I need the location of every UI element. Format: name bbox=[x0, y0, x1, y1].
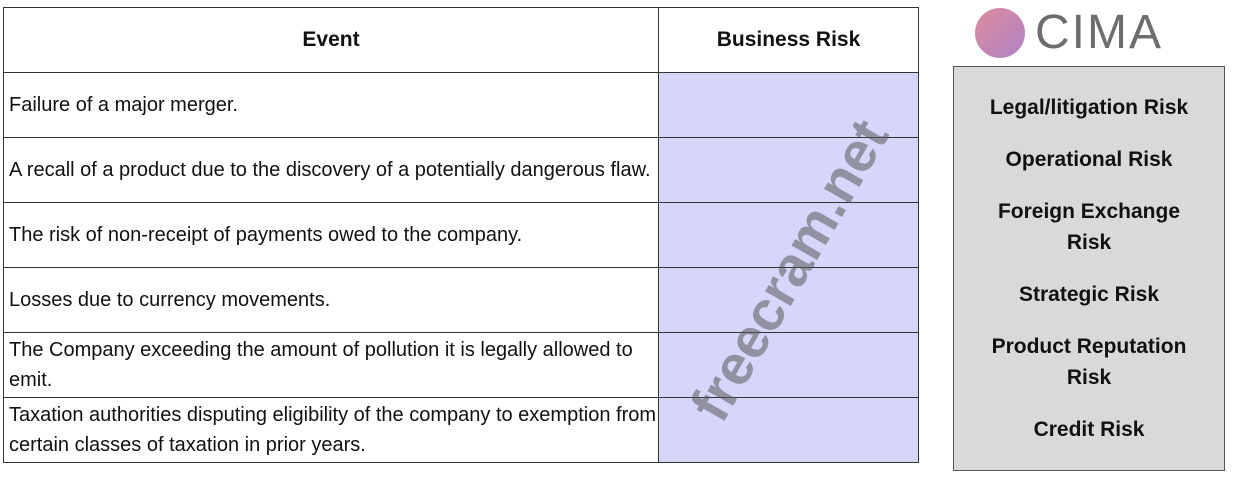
table-row: Losses due to currency movements. bbox=[3, 267, 919, 333]
event-cell: Failure of a major merger. bbox=[3, 72, 659, 138]
matching-table: Event Business Risk Failure of a major m… bbox=[3, 7, 919, 463]
table-row: Failure of a major merger. bbox=[3, 72, 919, 138]
table-row: The risk of non-receipt of payments owed… bbox=[3, 202, 919, 268]
event-cell: The risk of non-receipt of payments owed… bbox=[3, 202, 659, 268]
option-credit-risk[interactable]: Credit Risk bbox=[1033, 418, 1145, 442]
option-foreign-exchange-risk[interactable]: Foreign Exchange Risk bbox=[997, 199, 1181, 254]
risk-drop-zone[interactable] bbox=[658, 137, 919, 203]
option-strategic-risk[interactable]: Strategic Risk bbox=[1018, 283, 1160, 307]
event-cell: Losses due to currency movements. bbox=[3, 267, 659, 333]
cima-logo-icon bbox=[975, 8, 1025, 58]
table-row: The Company exceeding the amount of poll… bbox=[3, 332, 919, 398]
risk-drop-zone[interactable] bbox=[658, 332, 919, 398]
option-operational-risk[interactable]: Operational Risk bbox=[1005, 147, 1173, 171]
business-risk-header: Business Risk bbox=[658, 7, 919, 73]
header-row: Event Business Risk bbox=[3, 7, 919, 73]
event-cell: A recall of a product due to the discove… bbox=[3, 137, 659, 203]
risk-drop-zone[interactable] bbox=[658, 202, 919, 268]
risk-drop-zone[interactable] bbox=[658, 397, 919, 463]
event-cell: Taxation authorities disputing eligibili… bbox=[3, 397, 659, 463]
event-header: Event bbox=[3, 7, 659, 73]
table-row: A recall of a product due to the discove… bbox=[3, 137, 919, 203]
risk-drop-zone[interactable] bbox=[658, 72, 919, 138]
option-legal-litigation-risk[interactable]: Legal/litigation Risk bbox=[989, 95, 1189, 119]
table-row: Taxation authorities disputing eligibili… bbox=[3, 397, 919, 463]
event-cell: The Company exceeding the amount of poll… bbox=[3, 332, 659, 398]
options-panel: Legal/litigation Risk Operational Risk F… bbox=[953, 66, 1225, 471]
cima-logo-watermark: CIMA bbox=[1035, 6, 1163, 59]
option-product-reputation-risk[interactable]: Product Reputation Risk bbox=[991, 335, 1187, 390]
risk-drop-zone[interactable] bbox=[658, 267, 919, 333]
